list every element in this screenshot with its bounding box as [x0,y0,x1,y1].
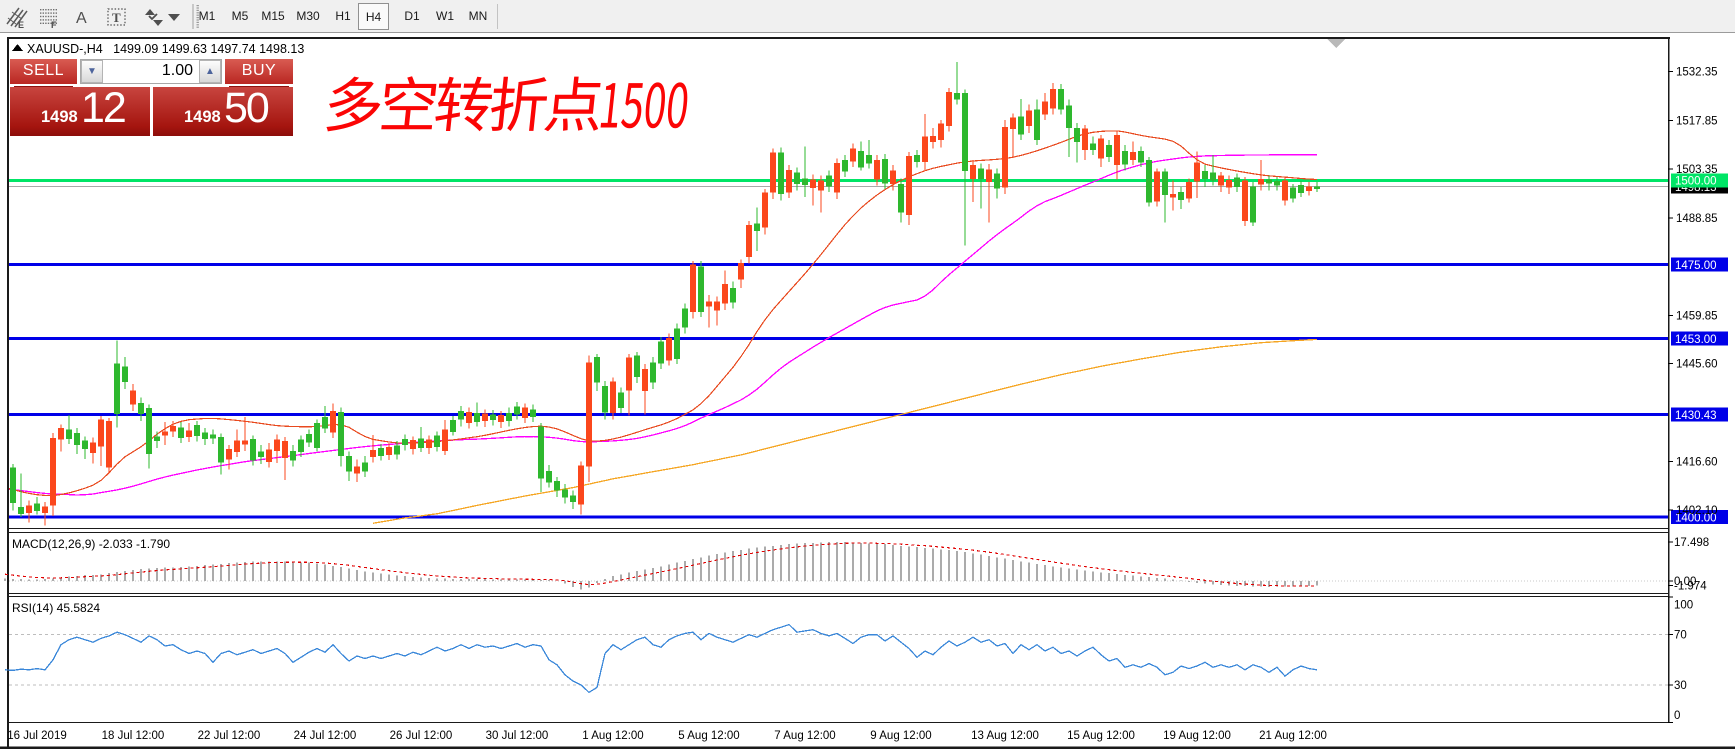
svg-text:21 Aug 12:00: 21 Aug 12:00 [1259,730,1327,742]
svg-text:1532.35: 1532.35 [1676,66,1718,78]
svg-text:0.00: 0.00 [1674,576,1696,588]
svg-text:16 Jul 2019: 16 Jul 2019 [7,730,66,742]
svg-text:70: 70 [1674,630,1687,642]
svg-text:17.498: 17.498 [1674,537,1709,549]
svg-text:18 Jul 12:00: 18 Jul 12:00 [102,730,165,742]
svg-text:XAUUSD-,H4 1499.09 1499.63 1: XAUUSD-,H4 1499.09 1499.63 1497.74 1498.… [27,42,304,56]
svg-text:30 Jul 12:00: 30 Jul 12:00 [486,730,549,742]
svg-text:1517.85: 1517.85 [1676,115,1718,127]
svg-text:F: F [51,20,57,30]
svg-text:1500.00: 1500.00 [1675,176,1717,188]
svg-text:1459.85: 1459.85 [1676,311,1718,323]
svg-text:19 Aug 12:00: 19 Aug 12:00 [1163,730,1231,742]
svg-text:9 Aug 12:00: 9 Aug 12:00 [870,730,931,742]
svg-text:-1.974: -1.974 [1674,580,1707,592]
svg-text:30: 30 [1674,680,1687,692]
svg-text:1400.00: 1400.00 [1675,512,1717,524]
svg-text:1430.43: 1430.43 [1675,410,1717,422]
svg-text:100: 100 [1674,600,1693,612]
svg-text:1503.35: 1503.35 [1676,164,1718,176]
svg-text:RSI(14) 45.5824: RSI(14) 45.5824 [12,601,100,615]
svg-text:0: 0 [1674,710,1680,722]
svg-text:1475.00: 1475.00 [1675,260,1717,272]
svg-text:1402.10: 1402.10 [1676,505,1718,517]
svg-text:T: T [112,10,121,25]
svg-text:1 Aug 12:00: 1 Aug 12:00 [582,730,643,742]
svg-text:1488.85: 1488.85 [1676,213,1718,225]
svg-text:E: E [18,20,24,30]
svg-text:1453.00: 1453.00 [1675,334,1717,346]
svg-text:7 Aug 12:00: 7 Aug 12:00 [774,730,835,742]
svg-text:13 Aug 12:00: 13 Aug 12:00 [971,730,1039,742]
svg-text:A: A [76,10,87,27]
svg-text:15 Aug 12:00: 15 Aug 12:00 [1067,730,1135,742]
svg-text:5 Aug 12:00: 5 Aug 12:00 [678,730,739,742]
svg-text:24 Jul 12:00: 24 Jul 12:00 [294,730,357,742]
svg-text:1416.60: 1416.60 [1676,456,1718,468]
svg-text:22 Jul 12:00: 22 Jul 12:00 [198,730,261,742]
svg-text:26 Jul 12:00: 26 Jul 12:00 [390,730,453,742]
svg-text:MACD(12,26,9) -2.033 -1.790: MACD(12,26,9) -2.033 -1.790 [12,537,170,551]
svg-text:1445.60: 1445.60 [1676,359,1718,371]
